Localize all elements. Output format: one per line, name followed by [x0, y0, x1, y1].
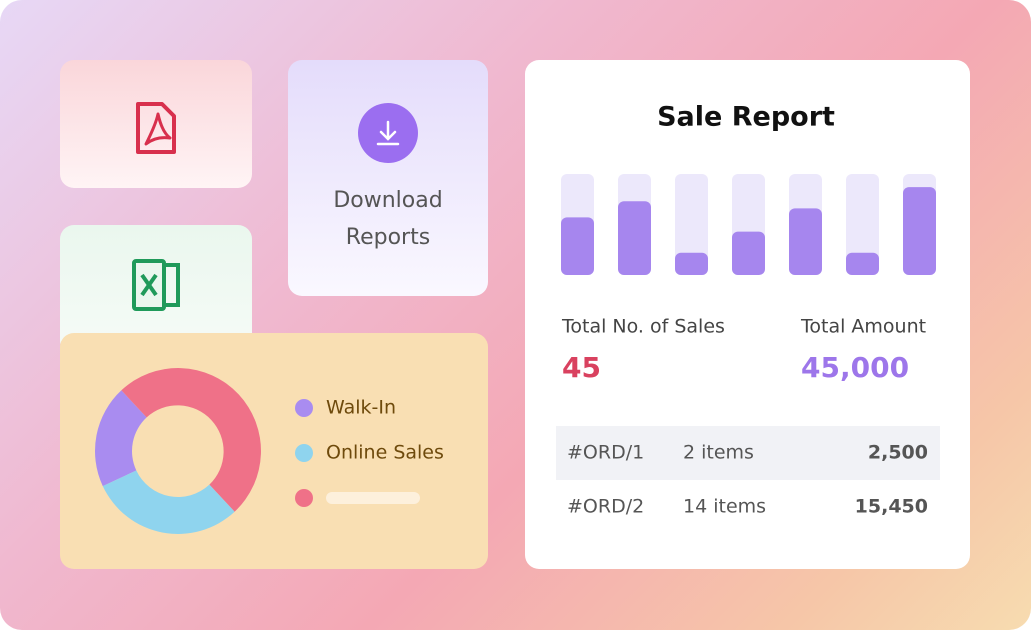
- bar: [732, 231, 765, 275]
- table-cell: #ORD/1: [567, 442, 644, 464]
- download-icon: [358, 103, 418, 163]
- pdf-card: [60, 60, 252, 188]
- legend-placeholder: [326, 492, 420, 504]
- excel-icon: [132, 259, 180, 311]
- bar-track: [675, 174, 708, 275]
- donut-card: Walk-In Online Sales: [60, 333, 488, 569]
- sale-report-card: Sale Report Total No. of Sales 45 Total Am…: [525, 60, 970, 569]
- table-row-bg: [556, 426, 940, 480]
- bar: [903, 187, 936, 275]
- bar: [846, 252, 879, 275]
- legend-dot: [295, 444, 313, 462]
- download-card[interactable]: Download Reports: [288, 60, 488, 296]
- bar-track: [846, 174, 879, 275]
- legend-label: Walk-In: [326, 397, 396, 419]
- legend-label: Online Sales: [326, 442, 444, 464]
- download-label: Download Reports: [333, 188, 443, 250]
- stat-value: 45: [562, 351, 601, 384]
- legend-dot: [295, 489, 313, 507]
- pdf-icon: [136, 102, 176, 154]
- stat-value: 45,000: [801, 351, 909, 384]
- legend-dot: [295, 399, 313, 417]
- report-title: Sale Report: [657, 102, 835, 133]
- donut-segment: [121, 368, 261, 512]
- table-cell: #ORD/2: [567, 496, 644, 518]
- stat-label: Total No. of Sales: [561, 316, 725, 338]
- table-cell: 2 items: [683, 442, 754, 464]
- table-cell: 2,500: [868, 442, 928, 464]
- stat-label: Total Amount: [800, 316, 926, 338]
- table-cell: 14 items: [683, 496, 766, 518]
- donut-segment: [102, 470, 235, 534]
- bar: [789, 208, 822, 275]
- bar: [618, 201, 651, 275]
- bar: [675, 252, 708, 275]
- donut-segment: [95, 390, 147, 487]
- bar: [561, 217, 594, 275]
- donut-chart: Walk-In Online Sales: [95, 368, 444, 534]
- sale-report: Sale Report Total No. of Sales 45 Total Am…: [556, 102, 940, 518]
- table-cell: 15,450: [855, 496, 928, 518]
